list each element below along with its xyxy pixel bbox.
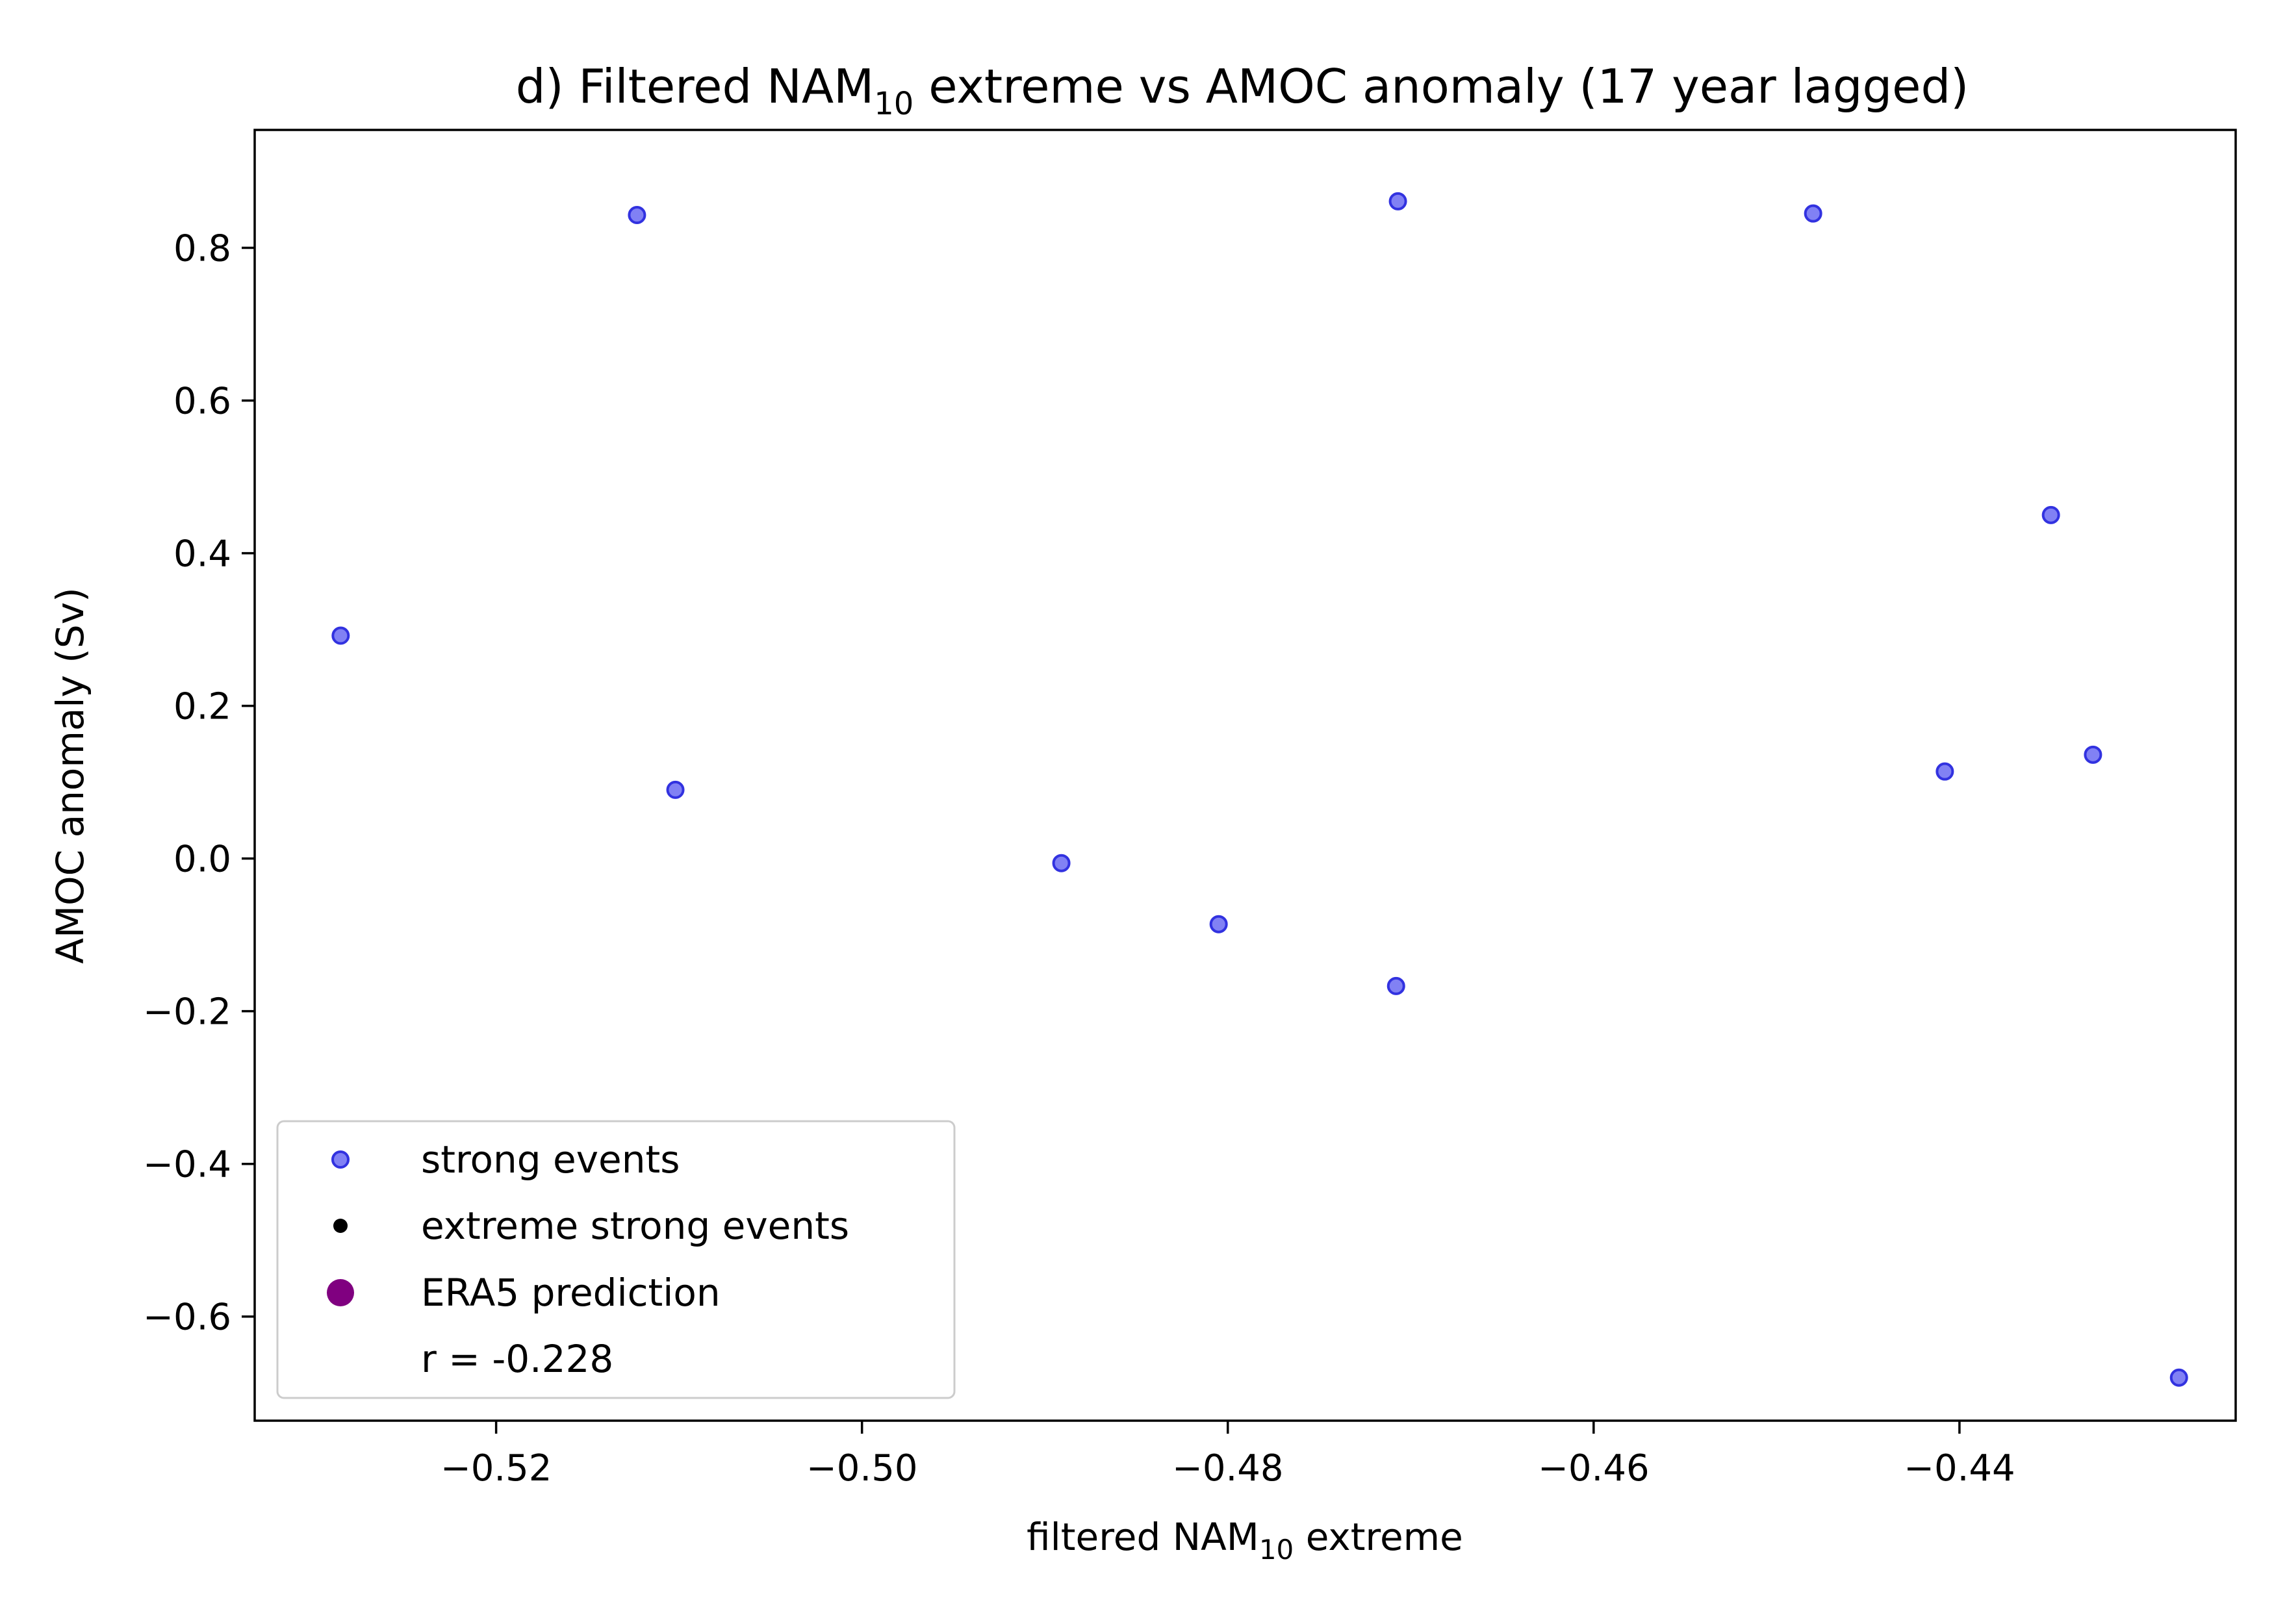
data-point-strong-events: [331, 626, 350, 645]
data-point-strong-events: [2041, 505, 2060, 524]
data-point-strong-events: [1052, 854, 1071, 872]
x-tick-label: −0.52: [441, 1447, 552, 1490]
plot-frame: [253, 129, 2237, 1422]
legend-label-extreme-strong-events: extreme strong events: [421, 1204, 849, 1248]
data-point-strong-events: [1935, 762, 1954, 781]
y-tick-label: −0.4: [143, 1144, 231, 1186]
legend-box: [276, 1120, 956, 1399]
x-axis-label: filtered NAM10 extreme: [1027, 1515, 1463, 1566]
data-point-strong-events: [2169, 1368, 2188, 1387]
x-tick-label: −0.46: [1538, 1447, 1650, 1490]
data-point-strong-events: [1209, 915, 1228, 933]
y-tick-label: −0.6: [143, 1297, 231, 1339]
y-tick-label: 0.8: [173, 228, 231, 270]
y-axis-label: AMOC anomaly (Sv): [48, 587, 92, 963]
x-tick-label: −0.44: [1904, 1447, 2015, 1490]
x-tick-label: −0.50: [806, 1447, 918, 1490]
legend-correlation-text: r = -0.228: [421, 1337, 613, 1381]
data-point-strong-events: [2084, 745, 2102, 764]
legend-label-strong-events: strong events: [421, 1137, 680, 1182]
x-axis-ticks: −0.52 −0.50 −0.48 −0.46 −0.44: [441, 1421, 2015, 1490]
legend-marker-strong-events: [331, 1150, 350, 1169]
x-tick-label: −0.48: [1172, 1447, 1284, 1490]
title-prefix: d) Filtered NAM: [516, 59, 875, 114]
xlabel-subscript: 10: [1259, 1534, 1294, 1566]
data-point-strong-events: [1388, 192, 1407, 210]
y-axis-ticks: −0.6 −0.4 −0.2 0.0 0.2 0.4 0.6 0.8: [143, 228, 255, 1339]
y-tick-label: 0.2: [173, 686, 231, 728]
xlabel-prefix: filtered NAM: [1027, 1515, 1259, 1559]
title-subscript: 10: [874, 86, 913, 122]
legend: strong events extreme strong events ERA5…: [276, 1120, 956, 1399]
legend-label-era5-prediction: ERA5 prediction: [421, 1271, 721, 1315]
legend-marker-extreme-strong-events: [333, 1219, 348, 1233]
legend-marker-era5-prediction: [327, 1279, 354, 1306]
xlabel-suffix: extreme: [1294, 1515, 1463, 1559]
data-point-strong-events: [1804, 204, 1822, 223]
data-point-strong-events: [666, 780, 685, 799]
plot-area: [331, 192, 2188, 1387]
data-point-strong-events: [628, 206, 646, 225]
y-tick-label: 0.4: [173, 533, 231, 576]
chart-title: d) Filtered NAM10 extreme vs AMOC anomal…: [516, 59, 1969, 122]
y-tick-label: 0.0: [173, 839, 231, 881]
data-point-strong-events: [1386, 976, 1405, 995]
title-suffix: extreme vs AMOC anomaly (17 year lagged): [913, 59, 1969, 114]
y-tick-label: −0.2: [143, 991, 231, 1034]
y-tick-label: 0.6: [173, 381, 231, 423]
